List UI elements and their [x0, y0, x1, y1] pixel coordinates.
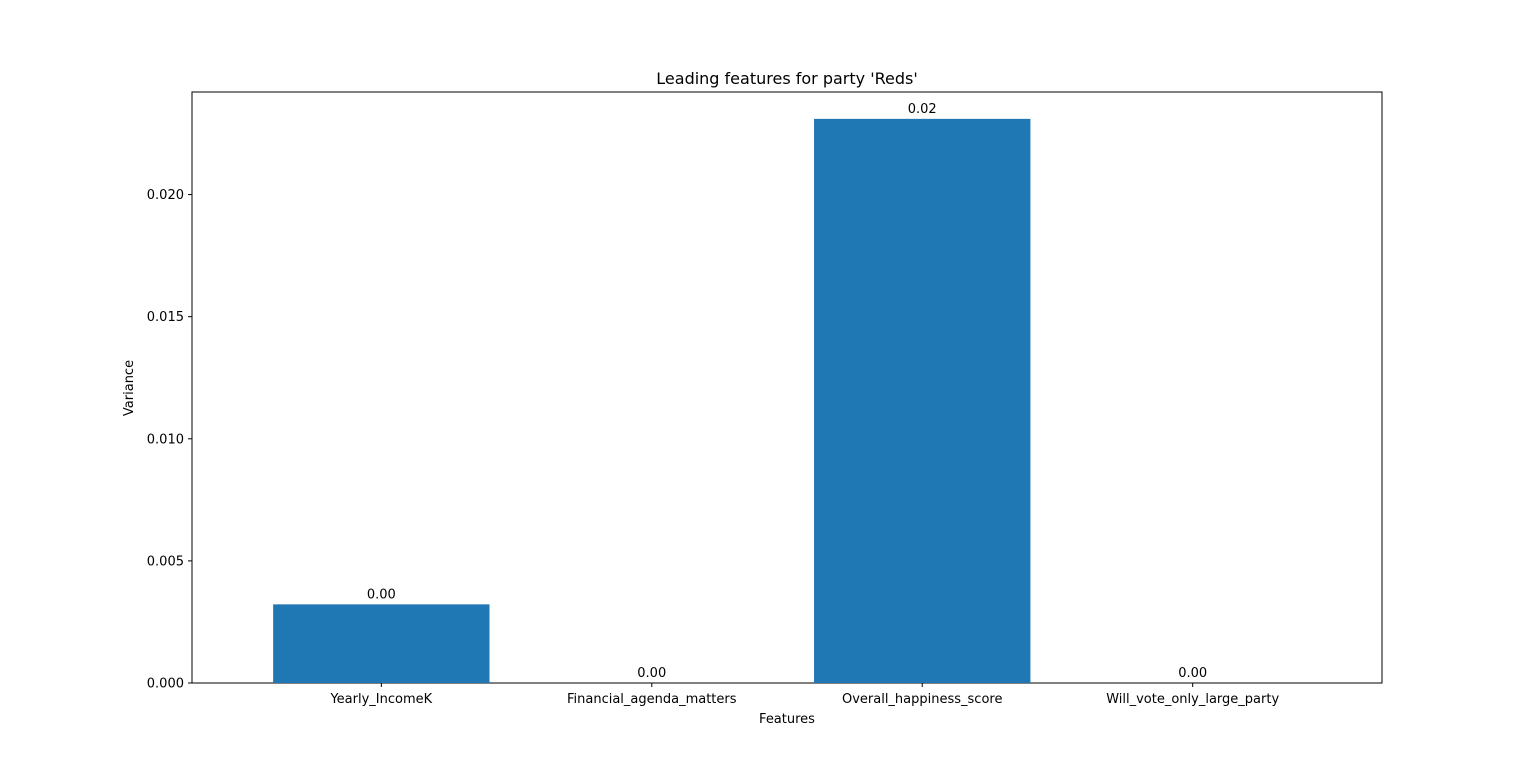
x-tick-label: Financial_agenda_matters: [567, 692, 737, 707]
y-tick-label: 0.010: [147, 432, 184, 447]
x-axis-ticks: Yearly_IncomeK Financial_agenda_matters Ov…: [329, 683, 1279, 707]
y-tick-label: 0.020: [147, 188, 184, 203]
y-tick-label: 0.000: [147, 677, 184, 692]
y-axis-label: Variance: [122, 360, 137, 416]
data-labels: 0.00 0.00 0.02 0.00: [367, 102, 1207, 681]
x-axis-label: Features: [759, 712, 815, 727]
plot-area: [191, 91, 1383, 684]
bars-layer: [273, 118, 1031, 683]
x-tick-label: Will_vote_only_large_party: [1106, 692, 1279, 707]
data-label: 0.02: [908, 102, 937, 117]
data-label: 0.00: [1178, 666, 1207, 681]
axes-frame: [191, 91, 1383, 684]
y-tick-label: 0.005: [147, 554, 184, 569]
chart-title: Leading features for party 'Reds': [656, 69, 917, 88]
bar-Yearly_IncomeK: [273, 604, 490, 683]
x-tick-label: Yearly_IncomeK: [329, 692, 432, 707]
bar-Overall_happiness_score: [814, 118, 1031, 683]
data-label: 0.00: [637, 666, 666, 681]
x-tick-label: Overall_happiness_score: [842, 692, 1003, 707]
y-axis-ticks: 0.000 0.005 0.010 0.015 0.020: [147, 188, 192, 692]
data-label: 0.00: [367, 587, 396, 602]
y-tick-label: 0.015: [147, 310, 184, 325]
